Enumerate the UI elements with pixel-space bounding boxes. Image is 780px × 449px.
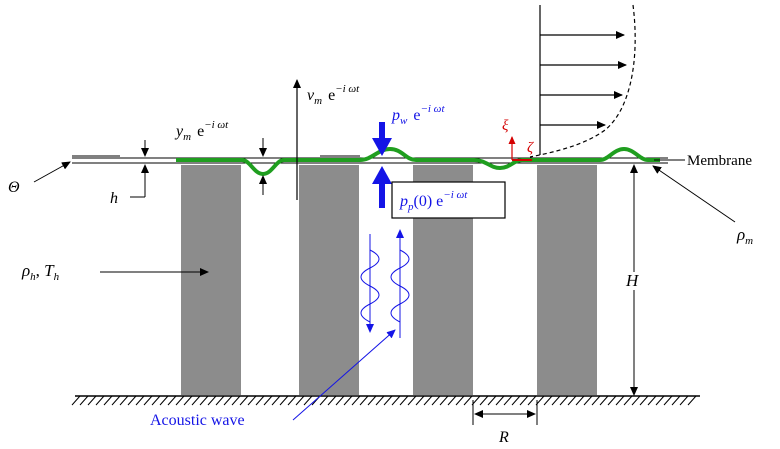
membrane-deflection-curve <box>176 147 660 176</box>
honeycomb-wall-4 <box>537 165 597 395</box>
velocity-label: vm e−i ωt <box>307 83 360 107</box>
radius-dimension <box>472 400 538 425</box>
height-label: H <box>625 271 640 290</box>
thickness-label: h <box>110 190 118 207</box>
rigid-backing-wall <box>71 395 700 406</box>
cavity-pressure-box <box>391 181 506 219</box>
theta-pointer <box>33 161 71 183</box>
acoustic-waves <box>292 229 410 421</box>
grazing-flow-profile <box>529 4 636 158</box>
thickness-dimension <box>130 140 149 198</box>
theta-label: Θ <box>8 179 20 196</box>
rho-m-pointer <box>652 165 736 223</box>
rho-h-label: ρh, Th <box>21 261 60 283</box>
honeycomb-wall-1 <box>181 165 241 395</box>
cavity-pressure-label: pp(0) e−i ωt <box>399 189 468 213</box>
zeta-label: ζ <box>527 140 534 156</box>
radius-label: R <box>498 429 509 446</box>
rho-m-label: ρm <box>736 225 753 247</box>
wave-pressure-label: pw e−i ωt <box>391 103 445 127</box>
membrane-label: Membrane <box>687 153 752 169</box>
honeycomb-wall-2 <box>299 165 359 395</box>
acoustic-wave-label: Acoustic wave <box>150 412 245 429</box>
deflection-label: ym e−i ωt <box>174 119 229 143</box>
xi-label: ξ <box>502 118 509 134</box>
honeycomb-walls <box>181 165 597 395</box>
pressure-arrows <box>372 122 392 208</box>
local-coordinate-axes <box>508 136 532 161</box>
velocity-profile-curve <box>529 4 636 158</box>
